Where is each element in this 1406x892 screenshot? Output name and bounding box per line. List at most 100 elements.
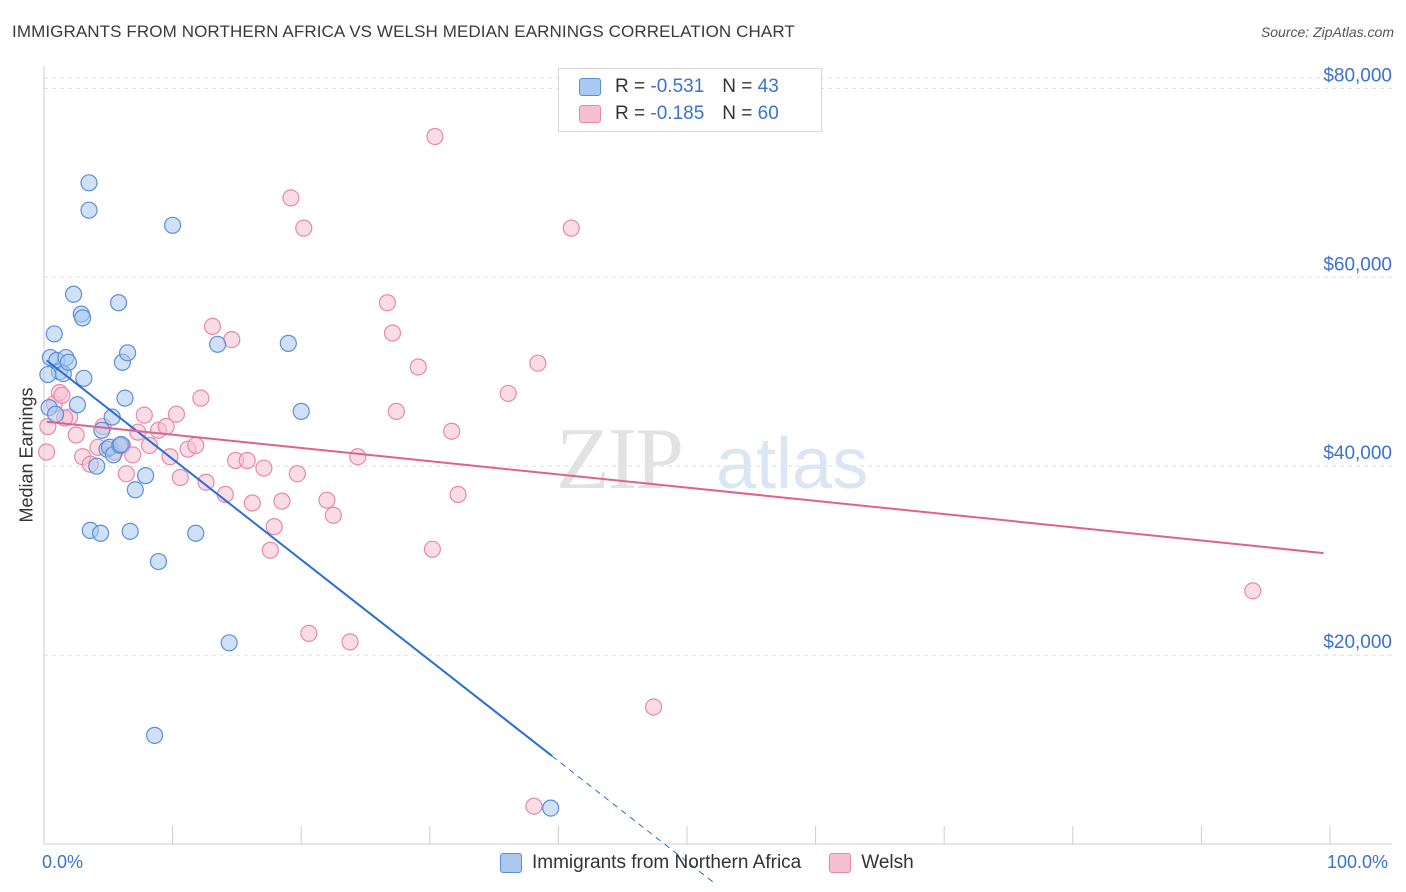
- welsh-point: [525, 797, 543, 815]
- y-tick-label: $20,000: [1323, 632, 1392, 653]
- immigrants-point: [187, 524, 205, 542]
- welsh-point: [187, 436, 205, 454]
- welsh-point: [300, 624, 318, 642]
- welsh-point: [295, 219, 313, 237]
- immigrants-point: [64, 285, 83, 303]
- welsh-point: [117, 465, 135, 483]
- immigrants-point: [45, 325, 63, 343]
- y-tick-label: $60,000: [1323, 254, 1392, 275]
- welsh-trend-line: [46, 420, 1324, 555]
- immigrants-trend-line: [45, 359, 553, 757]
- immigrants-point: [116, 389, 134, 407]
- welsh-point: [423, 540, 441, 558]
- welsh-point: [349, 448, 367, 466]
- immigrants-point: [80, 201, 98, 219]
- legend-n-label: N =: [722, 103, 753, 124]
- trend-lines: [45, 359, 1324, 883]
- welsh-point: [243, 494, 261, 512]
- welsh-point: [203, 317, 222, 335]
- welsh-point: [273, 492, 291, 510]
- legend-r-label: R =: [615, 103, 646, 124]
- legend-label-welsh: Welsh: [861, 852, 914, 873]
- immigrants-point: [91, 524, 110, 542]
- source-label: Source: ZipAtlas.com: [1260, 24, 1394, 40]
- watermark: ZIP atlas: [556, 411, 868, 508]
- immigrants-point: [220, 634, 238, 652]
- welsh-point: [67, 426, 85, 444]
- correlation-legend: R = -0.531 N = 43 R = -0.185 N = 60: [558, 68, 822, 132]
- immigrants-point: [279, 334, 297, 352]
- immigrants-point: [149, 552, 168, 571]
- legend-swatch-pink: [829, 853, 852, 873]
- welsh-point: [324, 506, 342, 524]
- welsh-point: [197, 473, 215, 491]
- legend-label-immigrants: Immigrants from Northern Africa: [532, 852, 802, 873]
- immigrants-point: [39, 365, 57, 384]
- x-axis-min-label: 0.0%: [42, 852, 84, 872]
- welsh-point: [282, 189, 300, 207]
- legend-r-value: -0.185: [650, 103, 705, 124]
- welsh-point: [341, 633, 359, 651]
- welsh-point: [383, 324, 402, 342]
- welsh-point: [37, 443, 56, 461]
- legend-swatch-pink: [579, 105, 601, 123]
- welsh-point: [409, 358, 427, 376]
- welsh-point: [124, 446, 142, 464]
- welsh-point: [387, 402, 405, 420]
- immigrants-point: [109, 294, 128, 312]
- legend-item-welsh[interactable]: Welsh: [829, 852, 914, 874]
- immigrants-point: [126, 481, 144, 499]
- immigrants-point: [93, 421, 111, 439]
- series-legend: Immigrants from Northern Africa Welsh: [500, 852, 942, 874]
- welsh-point: [238, 451, 256, 470]
- chart-title: IMMIGRANTS FROM NORTHERN AFRICA VS WELSH…: [12, 22, 795, 41]
- y-tick-label: $80,000: [1323, 65, 1392, 86]
- legend-n-value: 60: [757, 103, 779, 124]
- welsh-point: [53, 386, 71, 404]
- legend-swatch-blue: [500, 853, 522, 873]
- grid-lines: [44, 77, 1392, 656]
- welsh-point: [443, 422, 461, 440]
- immigrants-point: [209, 335, 227, 353]
- immigrants-points: [39, 174, 560, 817]
- x-axis-max-label: 100.0%: [1327, 852, 1389, 872]
- welsh-point: [255, 459, 273, 477]
- y-tick-labels: $20,000 $40,000 $60,000 $80,000: [1323, 65, 1392, 653]
- welsh-point: [265, 518, 283, 536]
- welsh-point: [644, 698, 663, 716]
- immigrants-point: [75, 369, 93, 387]
- legend-row-immigrants: R = -0.531 N = 43: [579, 75, 779, 99]
- welsh-point: [167, 405, 186, 423]
- immigrants-point: [292, 402, 310, 420]
- immigrants-point: [46, 405, 65, 423]
- welsh-point: [1244, 582, 1262, 600]
- welsh-point: [192, 389, 210, 407]
- immigrants-trend-extension: [551, 755, 714, 883]
- immigrants-point: [80, 174, 98, 192]
- immigrants-point: [121, 522, 139, 540]
- immigrants-point: [136, 467, 155, 485]
- legend-item-immigrants[interactable]: Immigrants from Northern Africa: [500, 852, 801, 874]
- watermark-zip: ZIP: [556, 411, 682, 508]
- immigrants-point: [73, 309, 92, 327]
- welsh-points: [37, 127, 1262, 815]
- welsh-point: [499, 384, 517, 403]
- welsh-point: [288, 465, 306, 483]
- y-axis-label: Median Earnings: [16, 387, 37, 523]
- welsh-point: [449, 485, 467, 504]
- immigrants-point: [59, 353, 78, 371]
- welsh-point: [140, 436, 159, 454]
- welsh-point: [529, 354, 547, 372]
- legend-r-value: -0.531: [650, 76, 705, 97]
- immigrants-point: [164, 216, 182, 234]
- y-tick-label: $40,000: [1323, 443, 1392, 464]
- welsh-point: [562, 219, 580, 237]
- welsh-point: [261, 541, 279, 559]
- legend-n-label: N =: [722, 76, 753, 97]
- legend-row-welsh: R = -0.185 N = 60: [579, 102, 779, 126]
- welsh-point: [135, 406, 153, 424]
- immigrants-point: [542, 799, 560, 817]
- immigrants-point: [118, 344, 137, 362]
- watermark-atlas: atlas: [716, 424, 868, 504]
